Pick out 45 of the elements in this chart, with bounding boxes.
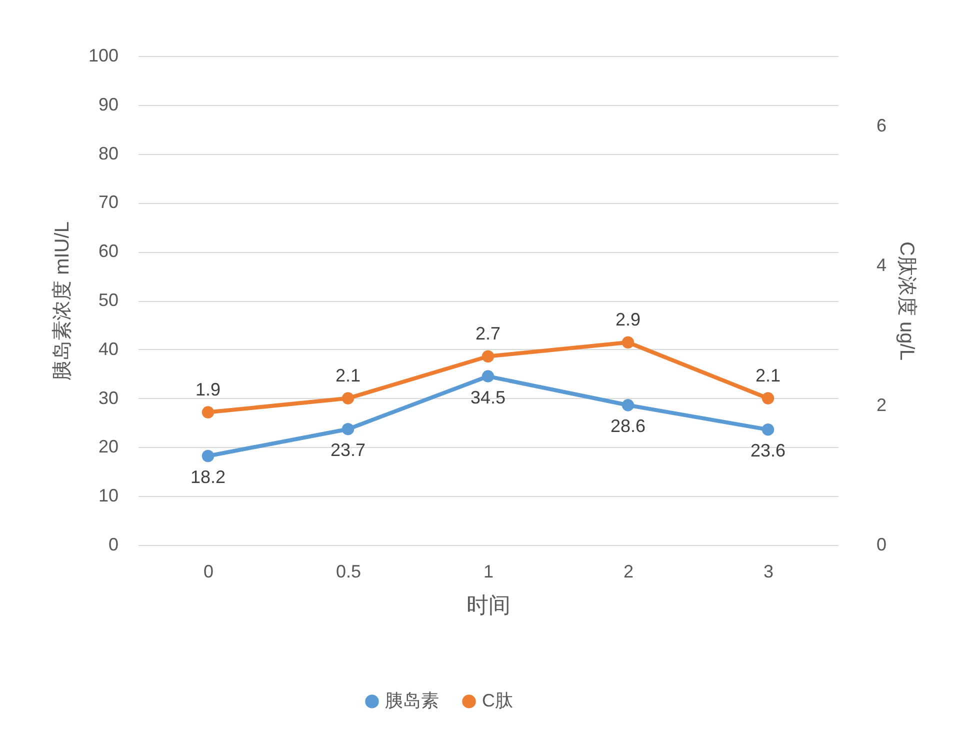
y2-tick-label: 6 [876, 115, 887, 136]
y-tick-label: 10 [98, 486, 118, 506]
point [622, 399, 634, 412]
data-label: 18.2 [190, 467, 226, 487]
point [762, 423, 774, 436]
x-tick-label: 0 [203, 562, 214, 582]
x-tick-label: 1 [483, 562, 494, 582]
data-label: 1.9 [195, 379, 221, 400]
data-label: 2.1 [335, 365, 361, 386]
x-axis-title: 时间 [466, 592, 510, 618]
y-tick-label: 30 [98, 388, 118, 408]
data-label: 34.5 [470, 387, 506, 408]
point [202, 450, 214, 462]
data-label: 2.1 [755, 365, 781, 386]
legend-label: 胰岛素 [385, 690, 439, 710]
x-tick-label: 3 [763, 562, 774, 582]
point [342, 422, 354, 436]
data-label: 28.6 [610, 416, 646, 436]
y2-tick-label: 4 [876, 255, 887, 276]
x-tick-label: 0.5 [336, 562, 362, 582]
data-label: 2.7 [475, 323, 501, 344]
y-tick-label: 80 [98, 143, 118, 164]
data-label: 23.6 [750, 440, 786, 461]
y-tick-label: 70 [98, 192, 118, 212]
y-axis-title: 胰岛素浓度 mIU/L [51, 222, 74, 380]
point [202, 406, 214, 418]
data-label: 2.9 [615, 309, 641, 330]
data-label: 23.7 [330, 440, 366, 460]
point [762, 392, 774, 404]
y-tick-label: 100 [88, 46, 118, 66]
y-tick-label: 40 [98, 338, 118, 359]
x-tick-label: 2 [623, 562, 634, 582]
point [482, 370, 494, 382]
y2-tick-label: 0 [876, 534, 887, 554]
point [342, 392, 354, 404]
y-tick-label: 60 [98, 241, 118, 262]
y-tick-label: 50 [98, 290, 118, 310]
y2-axis-title: C肽浓度 ug/L [896, 242, 918, 360]
y-tick-label: 90 [98, 94, 118, 114]
y-tick-label: 20 [98, 436, 118, 457]
legend-label: C肽 [482, 690, 513, 710]
point [622, 336, 634, 349]
y-tick-label: 0 [108, 534, 118, 554]
point [482, 350, 494, 362]
y2-tick-label: 2 [876, 394, 887, 415]
